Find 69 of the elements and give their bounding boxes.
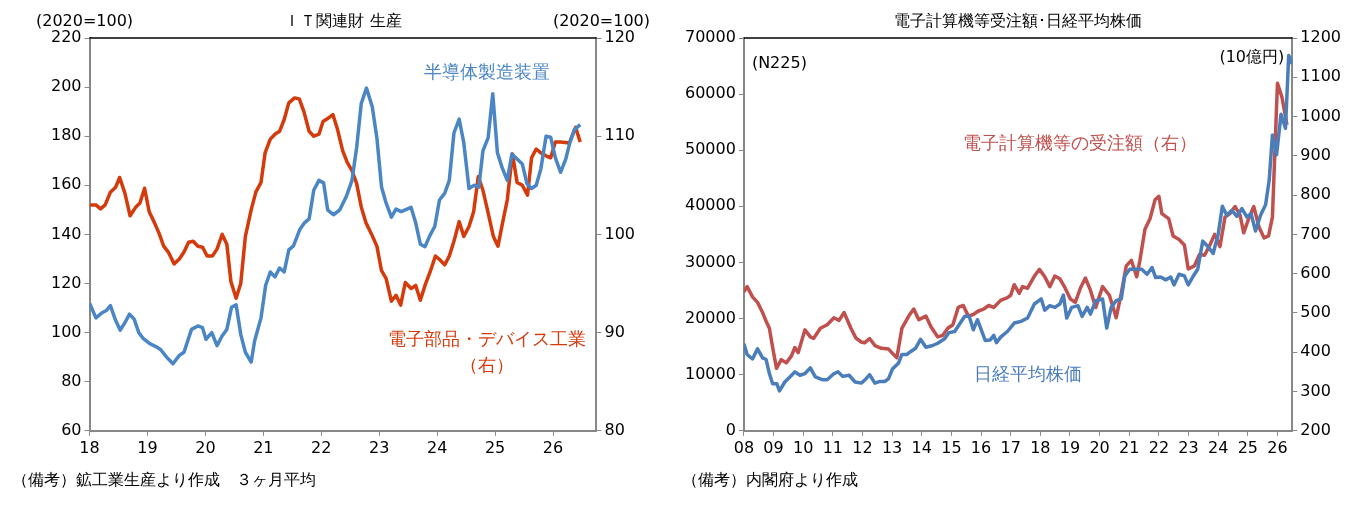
y2-tick-label: 400 (1300, 341, 1331, 361)
x-tick-label: 23 (1178, 437, 1199, 457)
x-tick-label: 21 (253, 437, 274, 457)
x-tick-label: 18 (79, 437, 100, 457)
y2-tick-label: 1200 (1300, 27, 1341, 47)
x-tick-label: 26 (542, 437, 564, 457)
x-tick-label: 22 (311, 437, 332, 457)
y2-tick-label: 80 (604, 419, 625, 439)
x-tick-label: 11 (822, 437, 844, 457)
text: （備考）内閣府より作成 (682, 470, 858, 490)
x-tick-label: 25 (484, 437, 506, 457)
x-tick-label: 25 (1237, 437, 1258, 457)
x-tick-label: 20 (195, 437, 216, 457)
x-tick-label: 26 (1267, 437, 1288, 457)
x-tick-label: 17 (1000, 437, 1021, 457)
y2-tick-label: 700 (1300, 223, 1331, 243)
y2-tick-label: 90 (604, 321, 625, 341)
x-tick-label: 10 (793, 437, 814, 457)
y2-tick-label: 500 (1300, 302, 1331, 322)
y-tick-label: 180 (50, 125, 82, 145)
y2-axis-title: (10億円) (1219, 47, 1285, 67)
y2-tick-label: 900 (1300, 145, 1331, 164)
x-tick-label: 14 (911, 437, 932, 457)
series-label: 半導体製造装置 (424, 61, 551, 83)
y-tick-label: 140 (50, 223, 82, 243)
y2-tick-label: 600 (1300, 262, 1331, 282)
y-tick-label: 160 (50, 174, 82, 194)
y-tick-label: 70000 (684, 27, 736, 47)
y-tick-label: 60000 (684, 83, 736, 103)
y2-tick-label: 1100 (1300, 66, 1341, 86)
x-tick-label: 24 (426, 437, 448, 457)
y-tick-label: 0 (725, 419, 736, 439)
y2-tick-label: 200 (1300, 419, 1331, 439)
y-tick-label: 60 (61, 419, 82, 439)
y-tick-label: 40000 (684, 195, 736, 215)
y-tick-label: 30000 (684, 251, 736, 271)
x-tick-label: 09 (763, 437, 784, 457)
y2-tick-label: 1000 (1300, 105, 1341, 125)
text: （備考）鉱工業生産より作成 ３ヶ月平均 (12, 470, 316, 490)
y-tick-label: 20000 (684, 307, 736, 327)
y-tick-label: 10000 (684, 363, 736, 383)
x-tick-label: 22 (1148, 437, 1170, 457)
chart-title: 電子計算機等受注額･日経平均株価 (894, 11, 1143, 31)
x-tick-label: 08 (733, 437, 755, 457)
series-label: 電子部品・デバイス工業（右） (388, 328, 587, 376)
y2-tick-label: 300 (1300, 380, 1331, 400)
x-tick-label: 23 (369, 437, 390, 457)
x-tick-label: 18 (1030, 437, 1051, 457)
y2-tick-label: 800 (1300, 184, 1331, 204)
y-tick-label: 100 (50, 321, 82, 341)
text: 電子計算機等の受注額（右） (963, 131, 1198, 153)
x-tick-label: 12 (852, 437, 873, 457)
series-label: 日経平均株価 (974, 363, 1083, 385)
x-tick-label: 24 (1208, 437, 1229, 457)
x-tick-label: 19 (1059, 437, 1081, 457)
x-tick-label: 15 (941, 437, 962, 457)
x-tick-label: 21 (1119, 437, 1140, 457)
y2-tick-label: 100 (604, 223, 636, 243)
x-tick-label: 20 (1089, 437, 1110, 457)
y-tick-label: 120 (50, 272, 82, 292)
y-tick-label: 80 (61, 370, 82, 390)
y2-tick-label: 110 (604, 125, 636, 145)
y-tick-label: 200 (50, 76, 82, 96)
y-tick-label: 50000 (684, 139, 736, 159)
x-tick-label: 16 (970, 437, 992, 457)
chart-title: ＩＴ関連財 生産 (284, 11, 402, 31)
y-axis-title: (N225) (751, 53, 807, 73)
x-tick-label: 19 (137, 437, 158, 457)
x-tick-label: 13 (881, 437, 903, 457)
